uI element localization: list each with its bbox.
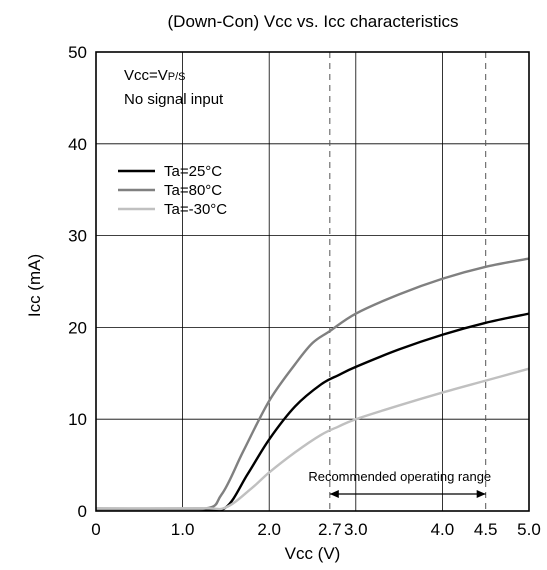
y-tick-label: 0 bbox=[78, 502, 87, 521]
legend-label: Ta=25°C bbox=[164, 163, 222, 180]
grid bbox=[96, 52, 529, 511]
conditions-note: Vcc=VP/S No signal input bbox=[124, 67, 224, 108]
legend-label: Ta=-30°C bbox=[164, 201, 227, 218]
legend-label: Ta=80°C bbox=[164, 182, 222, 199]
x-tick-label: 2.0 bbox=[257, 520, 281, 539]
x-tick-label: 2.7 bbox=[318, 520, 342, 539]
range-arrowhead-right bbox=[476, 490, 486, 498]
x-tick-label: 5.0 bbox=[517, 520, 541, 539]
y-tick-label: 40 bbox=[68, 135, 87, 154]
y-axis-label: Icc (mA) bbox=[25, 254, 44, 317]
y-tick-label: 30 bbox=[68, 227, 87, 246]
x-tick-label: 1.0 bbox=[171, 520, 195, 539]
range-annotation-label: Recommended operating range bbox=[308, 469, 491, 484]
y-tick-label: 10 bbox=[68, 410, 87, 429]
x-tick-label: 4.5 bbox=[474, 520, 498, 539]
range-annotation: Recommended operating range bbox=[308, 469, 491, 498]
range-arrowhead-left bbox=[329, 490, 339, 498]
condition-line: Vcc=VP/S bbox=[124, 67, 186, 84]
condition-line: No signal input bbox=[124, 91, 224, 108]
x-tick-label: 3.0 bbox=[344, 520, 368, 539]
y-tick-label: 50 bbox=[68, 43, 87, 62]
series-lines bbox=[95, 257, 530, 512]
series-line bbox=[95, 257, 530, 512]
legend: Ta=25°C Ta=80°C Ta=-30°C bbox=[118, 163, 227, 218]
x-tick-label: 4.0 bbox=[431, 520, 455, 539]
y-tick-label: 20 bbox=[68, 318, 87, 337]
tick-labels: 0 1.0 2.0 2.7 3.0 4.0 4.5 5.0 0 10 20 30 40 50 bbox=[68, 43, 541, 539]
plot-frame bbox=[95, 51, 530, 512]
range-markers bbox=[329, 52, 487, 511]
chart-title: (Down-Con) Vcc vs. Icc characteristics bbox=[168, 12, 459, 31]
x-tick-label: 0 bbox=[91, 520, 100, 539]
x-axis-label: Vcc (V) bbox=[285, 544, 341, 563]
series-line bbox=[95, 367, 530, 511]
